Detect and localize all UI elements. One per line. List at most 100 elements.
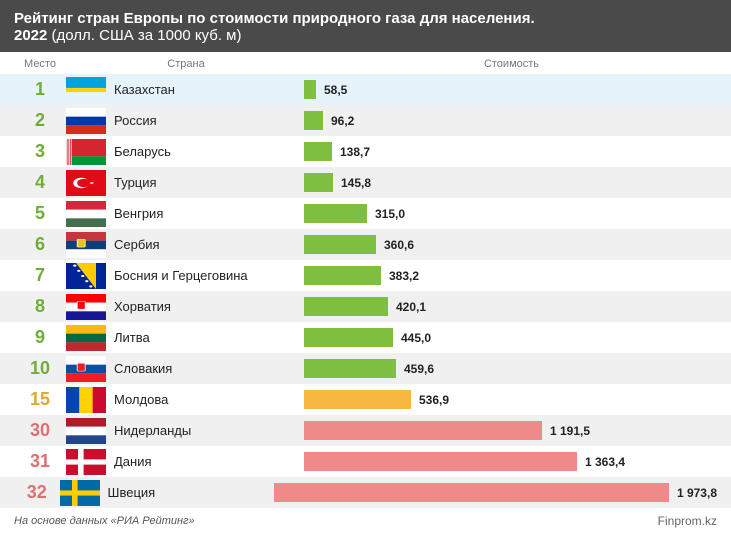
country-cell: Литва bbox=[114, 330, 304, 345]
flag-icon bbox=[66, 108, 106, 134]
table-row: 15Молдова536,9 bbox=[0, 384, 731, 415]
bar bbox=[274, 483, 669, 502]
country-cell: Беларусь bbox=[114, 144, 304, 159]
bar-label: 445,0 bbox=[401, 331, 431, 345]
bar bbox=[304, 359, 396, 378]
bar bbox=[304, 142, 332, 161]
table-row: 5 Венгрия315,0 bbox=[0, 198, 731, 229]
country-cell: Дания bbox=[114, 454, 304, 469]
bar-area: 1 973,8 bbox=[274, 477, 717, 508]
bar-label: 96,2 bbox=[331, 114, 354, 128]
title-line1: Рейтинг стран Европы по стоимости природ… bbox=[14, 10, 717, 27]
rows-container: 1Казахстан58,5 2 Россия 96,2 3 Беларусь 138,7 4… bbox=[0, 74, 731, 508]
rank-cell: 32 bbox=[14, 482, 60, 503]
bar bbox=[304, 328, 393, 347]
bar-area: 383,2 bbox=[304, 260, 717, 291]
bar bbox=[304, 421, 542, 440]
title-year: 2022 bbox=[14, 27, 47, 44]
bar-area: 536,9 bbox=[304, 384, 717, 415]
bar bbox=[304, 297, 388, 316]
table-row: 4 Турция 145,8 bbox=[0, 167, 731, 198]
credit-text: Finprom.kz bbox=[658, 514, 717, 528]
bar-area: 96,2 bbox=[304, 105, 717, 136]
rank-cell: 2 bbox=[14, 110, 66, 131]
country-cell: Босния и Герцеговина bbox=[114, 268, 304, 283]
title-line2: 2022 (долл. США за 1000 куб. м) bbox=[14, 27, 717, 44]
rank-cell: 3 bbox=[14, 141, 66, 162]
table-row: 1Казахстан58,5 bbox=[0, 74, 731, 105]
country-cell: Словакия bbox=[114, 361, 304, 376]
bar-area: 459,6 bbox=[304, 353, 717, 384]
flag-icon bbox=[66, 325, 106, 351]
col-value-header: Стоимость bbox=[306, 58, 717, 70]
rank-cell: 30 bbox=[14, 420, 66, 441]
table-row: 7 Босния и Герцеговина 383,2 bbox=[0, 260, 731, 291]
country-cell: Сербия bbox=[114, 237, 304, 252]
flag-icon bbox=[66, 77, 106, 103]
bar-area: 138,7 bbox=[304, 136, 717, 167]
rank-cell: 9 bbox=[14, 327, 66, 348]
table-row: 6 Сербия 360,6 bbox=[0, 229, 731, 260]
rank-cell: 7 bbox=[14, 265, 66, 286]
table-row: 2 Россия 96,2 bbox=[0, 105, 731, 136]
country-cell: Хорватия bbox=[114, 299, 304, 314]
flag-icon bbox=[66, 449, 106, 475]
rank-cell: 4 bbox=[14, 172, 66, 193]
rank-cell: 31 bbox=[14, 451, 66, 472]
bar-label: 360,6 bbox=[384, 238, 414, 252]
bar bbox=[304, 390, 411, 409]
chart-footer: На основе данных «РИА Рейтинг» Finprom.k… bbox=[0, 508, 731, 528]
country-cell: Россия bbox=[114, 113, 304, 128]
bar-area: 145,8 bbox=[304, 167, 717, 198]
table-row: 8Хорватия420,1 bbox=[0, 291, 731, 322]
bar-area: 360,6 bbox=[304, 229, 717, 260]
source-text: На основе данных «РИА Рейтинг» bbox=[14, 515, 195, 527]
rank-cell: 1 bbox=[14, 79, 66, 100]
bar-label: 536,9 bbox=[419, 393, 449, 407]
bar bbox=[304, 235, 376, 254]
bar-area: 315,0 bbox=[304, 198, 717, 229]
title-unit: (долл. США за 1000 куб. м) bbox=[52, 27, 242, 44]
bar-label: 459,6 bbox=[404, 362, 434, 376]
country-cell: Молдова bbox=[114, 392, 304, 407]
bar-area: 445,0 bbox=[304, 322, 717, 353]
table-row: 10 Словакия 459,6 bbox=[0, 353, 731, 384]
country-cell: Швеция bbox=[108, 485, 274, 500]
flag-icon bbox=[66, 170, 106, 196]
bar bbox=[304, 452, 577, 471]
rank-cell: 5 bbox=[14, 203, 66, 224]
flag-icon bbox=[66, 201, 106, 227]
rank-cell: 10 bbox=[14, 358, 66, 379]
bar bbox=[304, 204, 367, 223]
flag-icon bbox=[66, 356, 106, 382]
flag-icon bbox=[66, 387, 106, 413]
bar-label: 145,8 bbox=[341, 176, 371, 190]
flag-icon bbox=[60, 480, 100, 506]
flag-icon bbox=[66, 263, 106, 289]
column-headers: Место Страна Стоимость bbox=[0, 52, 731, 74]
flag-icon bbox=[66, 418, 106, 444]
rank-cell: 6 bbox=[14, 234, 66, 255]
country-cell: Турция bbox=[114, 175, 304, 190]
table-row: 30Нидерланды1 191,5 bbox=[0, 415, 731, 446]
col-rank-header: Место bbox=[14, 58, 66, 70]
bar-label: 138,7 bbox=[340, 145, 370, 159]
country-cell: Венгрия bbox=[114, 206, 304, 221]
table-row: 3 Беларусь 138,7 bbox=[0, 136, 731, 167]
bar-label: 1 363,4 bbox=[585, 455, 625, 469]
bar-label: 1 191,5 bbox=[550, 424, 590, 438]
bar-area: 58,5 bbox=[304, 74, 717, 105]
bar-label: 420,1 bbox=[396, 300, 426, 314]
chart-header: Рейтинг стран Европы по стоимости природ… bbox=[0, 0, 731, 52]
bar bbox=[304, 266, 381, 285]
table-row: 9 Литва 445,0 bbox=[0, 322, 731, 353]
flag-icon bbox=[66, 232, 106, 258]
bar-label: 58,5 bbox=[324, 83, 347, 97]
flag-icon bbox=[66, 294, 106, 320]
bar-label: 383,2 bbox=[389, 269, 419, 283]
table-row: 32 Швеция1 973,8 bbox=[0, 477, 731, 508]
table-row: 31 Дания 1 363,4 bbox=[0, 446, 731, 477]
bar bbox=[304, 111, 323, 130]
col-country-header: Страна bbox=[66, 58, 306, 70]
bar-area: 1 363,4 bbox=[304, 446, 717, 477]
